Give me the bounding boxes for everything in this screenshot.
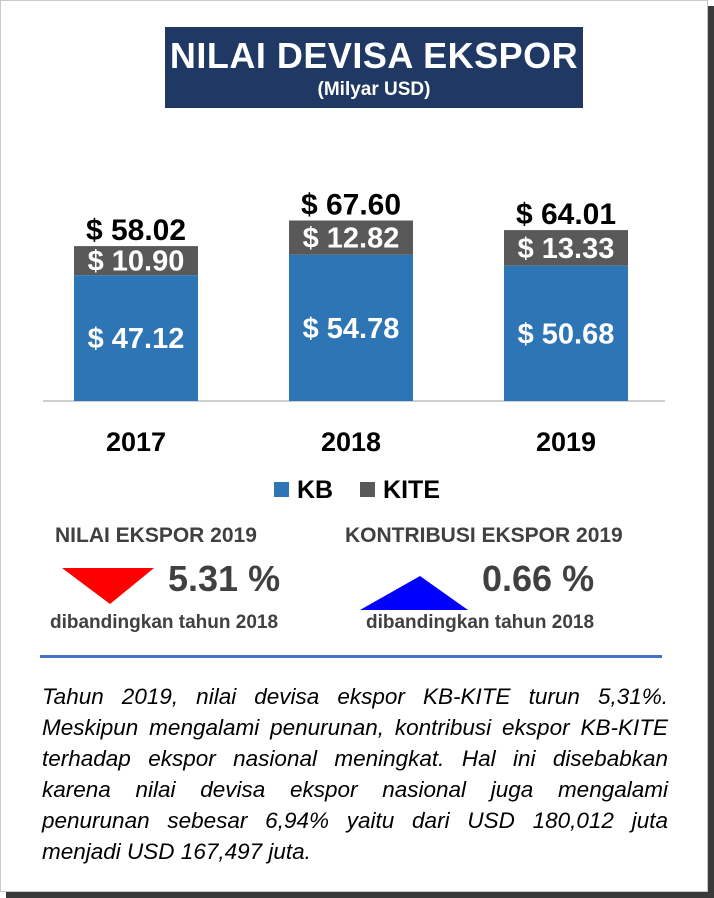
- data-label-kb-2017: $ 47.12: [88, 323, 185, 355]
- chart-title: NILAI DEVISA EKSPOR: [169, 35, 579, 76]
- stat-value-kontribusi-ekspor: 0.66 %: [482, 558, 595, 599]
- legend: KB KITE: [0, 476, 714, 505]
- total-label-2018: $ 67.60: [301, 189, 401, 222]
- summary-paragraph: Tahun 2019, nilai devisa ekspor KB-KITE …: [42, 684, 668, 864]
- x-tick-label-2017: 2017: [106, 427, 166, 457]
- total-label-2019: $ 64.01: [516, 198, 616, 231]
- stat-note-nilai-ekspor: dibandingkan tahun 2018: [50, 612, 279, 633]
- divider-line: [40, 655, 662, 658]
- bar-kite-2018: [289, 220, 413, 255]
- legend-item-kite: KITE: [360, 476, 440, 505]
- legend-swatch-kb: [273, 481, 289, 497]
- data-label-kite-2019: $ 13.33: [518, 233, 615, 265]
- total-label-2017: $ 58.02: [86, 214, 186, 247]
- stat-note-kontribusi-ekspor: dibandingkan tahun 2018: [366, 612, 595, 633]
- legend-swatch-kite: [360, 481, 376, 497]
- stat-title-nilai-ekspor: NILAI EKSPOR 2019: [55, 524, 257, 547]
- legend-item-kb: KB: [273, 476, 334, 505]
- bar-kite-2019: [504, 230, 628, 266]
- stat-title-kontribusi-ekspor: KONTRIBUSI EKSPOR 2019: [345, 524, 623, 547]
- legend-label-kite: KITE: [383, 476, 440, 504]
- legend-label-kb: KB: [296, 476, 334, 504]
- up-triangle-icon: [360, 576, 468, 610]
- down-triangle-icon: [62, 568, 154, 604]
- data-label-kb-2019: $ 50.68: [518, 318, 615, 350]
- bar-kb-2017: [74, 275, 198, 401]
- x-tick-label-2019: 2019: [536, 427, 596, 457]
- bar-kb-2018: [289, 254, 413, 401]
- data-label-kite-2017: $ 10.90: [88, 246, 185, 278]
- bar-kb-2019: [504, 265, 628, 401]
- data-label-kite-2018: $ 12.82: [303, 223, 400, 255]
- x-tick-label-2018: 2018: [321, 427, 381, 457]
- chart-subtitle: (Milyar USD): [317, 79, 431, 100]
- bar-kite-2017: [74, 246, 198, 276]
- title-box: NILAI DEVISA EKSPOR (Milyar USD): [165, 27, 583, 108]
- stat-value-nilai-ekspor: 5.31 %: [168, 558, 281, 599]
- data-label-kb-2018: $ 54.78: [303, 313, 400, 345]
